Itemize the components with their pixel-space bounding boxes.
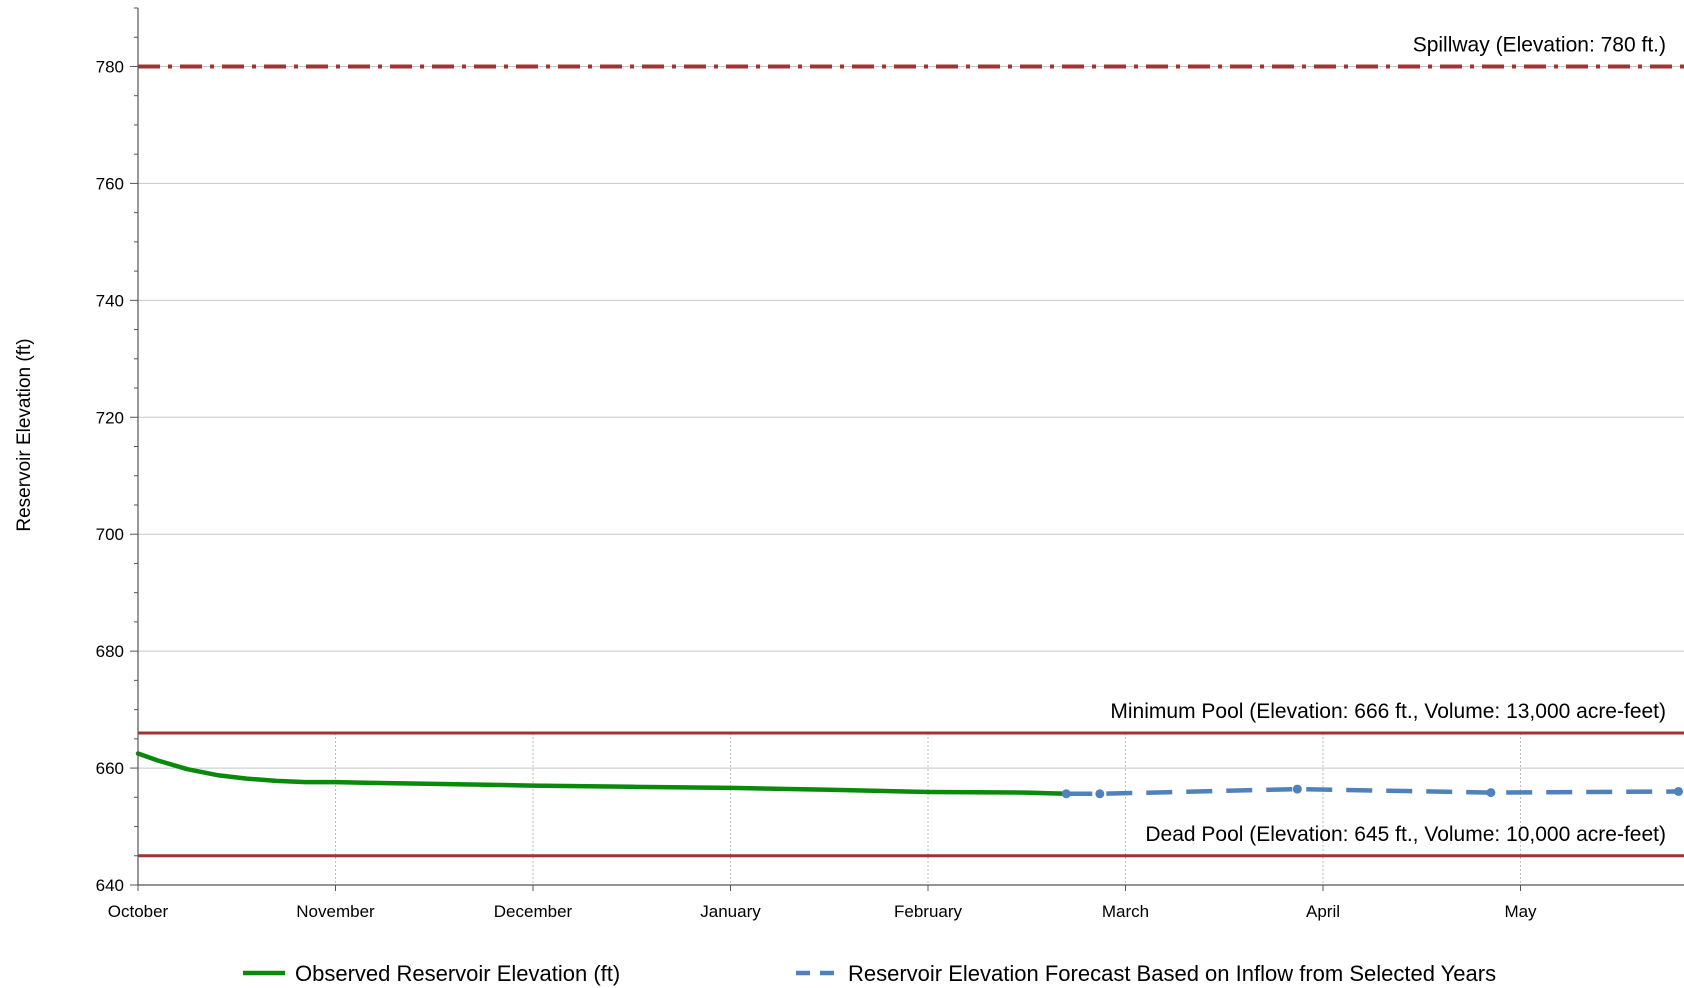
forecast-point (1095, 789, 1105, 799)
forecast-point (1486, 788, 1496, 798)
x-tick-label: November (296, 902, 375, 921)
x-tick-label: December (494, 902, 573, 921)
axis-labels: 640 660 680 700 720 740 760 780 October November D… (96, 57, 1537, 921)
forecast-point (1674, 786, 1683, 796)
y-axis-title: Reservoir Elevation (ft) (14, 338, 35, 531)
forecast-point (1061, 789, 1071, 799)
legend: Observed Reservoir Elevation (ft) Reservo… (243, 961, 1496, 986)
y-tick-label: 700 (96, 525, 124, 544)
y-tick-label: 780 (96, 57, 124, 76)
reference-lines: Spillway (Elevation: 780 ft.) Minimum Poo… (138, 33, 1684, 858)
y-tick-label: 740 (96, 291, 124, 310)
reference-line-label: Minimum Pool (Elevation: 666 ft., Volume… (1110, 700, 1666, 723)
x-tick-label: April (1306, 902, 1340, 921)
data-series (135, 751, 1683, 799)
observed-elevation-line (135, 751, 1069, 797)
y-tick-label: 640 (96, 876, 124, 895)
x-tick-label: February (894, 902, 963, 921)
forecast-point (1292, 784, 1302, 794)
y-tick-label: 760 (96, 174, 124, 193)
reference-line-label: Dead Pool (Elevation: 645 ft., Volume: 1… (1145, 823, 1666, 846)
axes (130, 7, 1684, 891)
y-tick-label: 660 (96, 759, 124, 778)
forecast-elevation-line (1066, 786, 1679, 797)
x-tick-label: May (1504, 902, 1537, 921)
x-tick-label: March (1102, 902, 1149, 921)
y-tick-label: 720 (96, 408, 124, 427)
legend-forecast-label: Reservoir Elevation Forecast Based on In… (848, 961, 1496, 986)
x-tick-label: January (700, 902, 761, 921)
reference-line-label: Spillway (Elevation: 780 ft.) (1413, 33, 1666, 56)
legend-observed-label: Observed Reservoir Elevation (ft) (295, 961, 620, 986)
x-tick-label: October (108, 902, 169, 921)
y-tick-label: 680 (96, 642, 124, 661)
gridlines (138, 65, 1684, 885)
